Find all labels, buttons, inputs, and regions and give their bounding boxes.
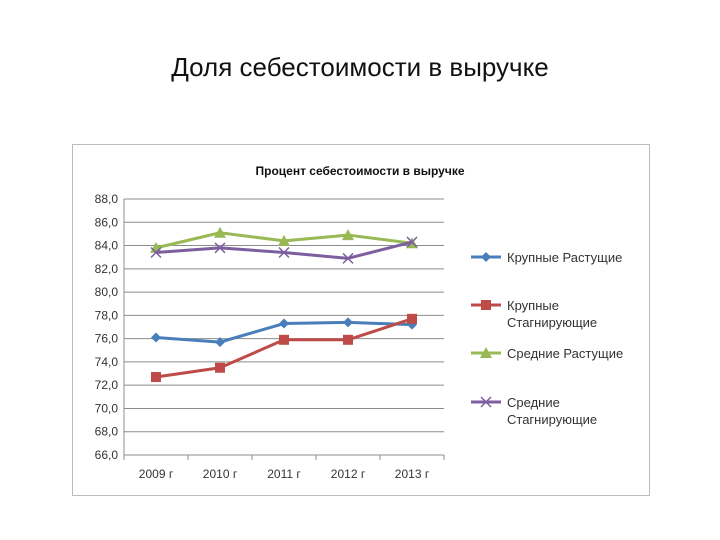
y-tick-label: 80,0 (95, 285, 119, 299)
data-point (481, 252, 491, 262)
y-tick-label: 82,0 (95, 262, 119, 276)
y-tick-label: 76,0 (95, 332, 119, 346)
data-point (279, 334, 289, 345)
slide-title: Доля себестоимости в выручке (171, 52, 549, 82)
chart-title: Процент себестоимости в выручке (256, 164, 465, 178)
line-chart: Процент себестоимости в выручке 66,0 68,0 7… (95, 164, 624, 481)
x-tick-label: 2012 г (331, 467, 366, 481)
data-point (480, 396, 492, 408)
data-point (214, 242, 226, 254)
data-point (151, 332, 161, 343)
y-tick-label: 72,0 (95, 378, 119, 392)
data-point (343, 334, 353, 345)
x-tick-label: 2013 г (395, 467, 430, 481)
data-point (278, 234, 290, 246)
y-tick-label: 74,0 (95, 355, 119, 369)
y-tick-label: 86,0 (95, 215, 119, 229)
y-tick-label: 84,0 (95, 239, 119, 253)
legend-label: Средние (507, 395, 560, 410)
chart-frame: Процент себестоимости в выручке 66,0 68,0 7… (72, 144, 650, 496)
y-tick-label: 68,0 (95, 425, 119, 439)
data-point (407, 313, 417, 324)
legend-label: Стагнирующие (507, 412, 597, 427)
data-point (481, 300, 491, 310)
data-point (150, 246, 162, 259)
data-point (214, 226, 226, 238)
data-point (342, 229, 354, 241)
x-tick-label: 2009 г (139, 467, 174, 481)
data-point (151, 372, 161, 383)
data-point (406, 236, 418, 248)
legend-label: Крупные (507, 298, 559, 313)
data-point (279, 318, 289, 329)
y-tick-label: 88,0 (95, 192, 119, 206)
y-tick-label: 66,0 (95, 448, 119, 462)
legend-label: Средние Растущие (507, 346, 623, 361)
data-point (215, 337, 225, 348)
data-point (278, 246, 290, 259)
legend-label: Стагнирующие (507, 315, 597, 330)
legend-label: Крупные Растущие (507, 250, 622, 265)
data-point (215, 362, 225, 373)
data-point (480, 347, 492, 358)
y-tick-label: 70,0 (95, 401, 119, 415)
data-point (343, 317, 353, 328)
y-tick-label: 78,0 (95, 308, 119, 322)
x-tick-label: 2010 г (203, 467, 238, 481)
data-point (342, 252, 354, 264)
x-tick-label: 2011 г (267, 467, 301, 481)
